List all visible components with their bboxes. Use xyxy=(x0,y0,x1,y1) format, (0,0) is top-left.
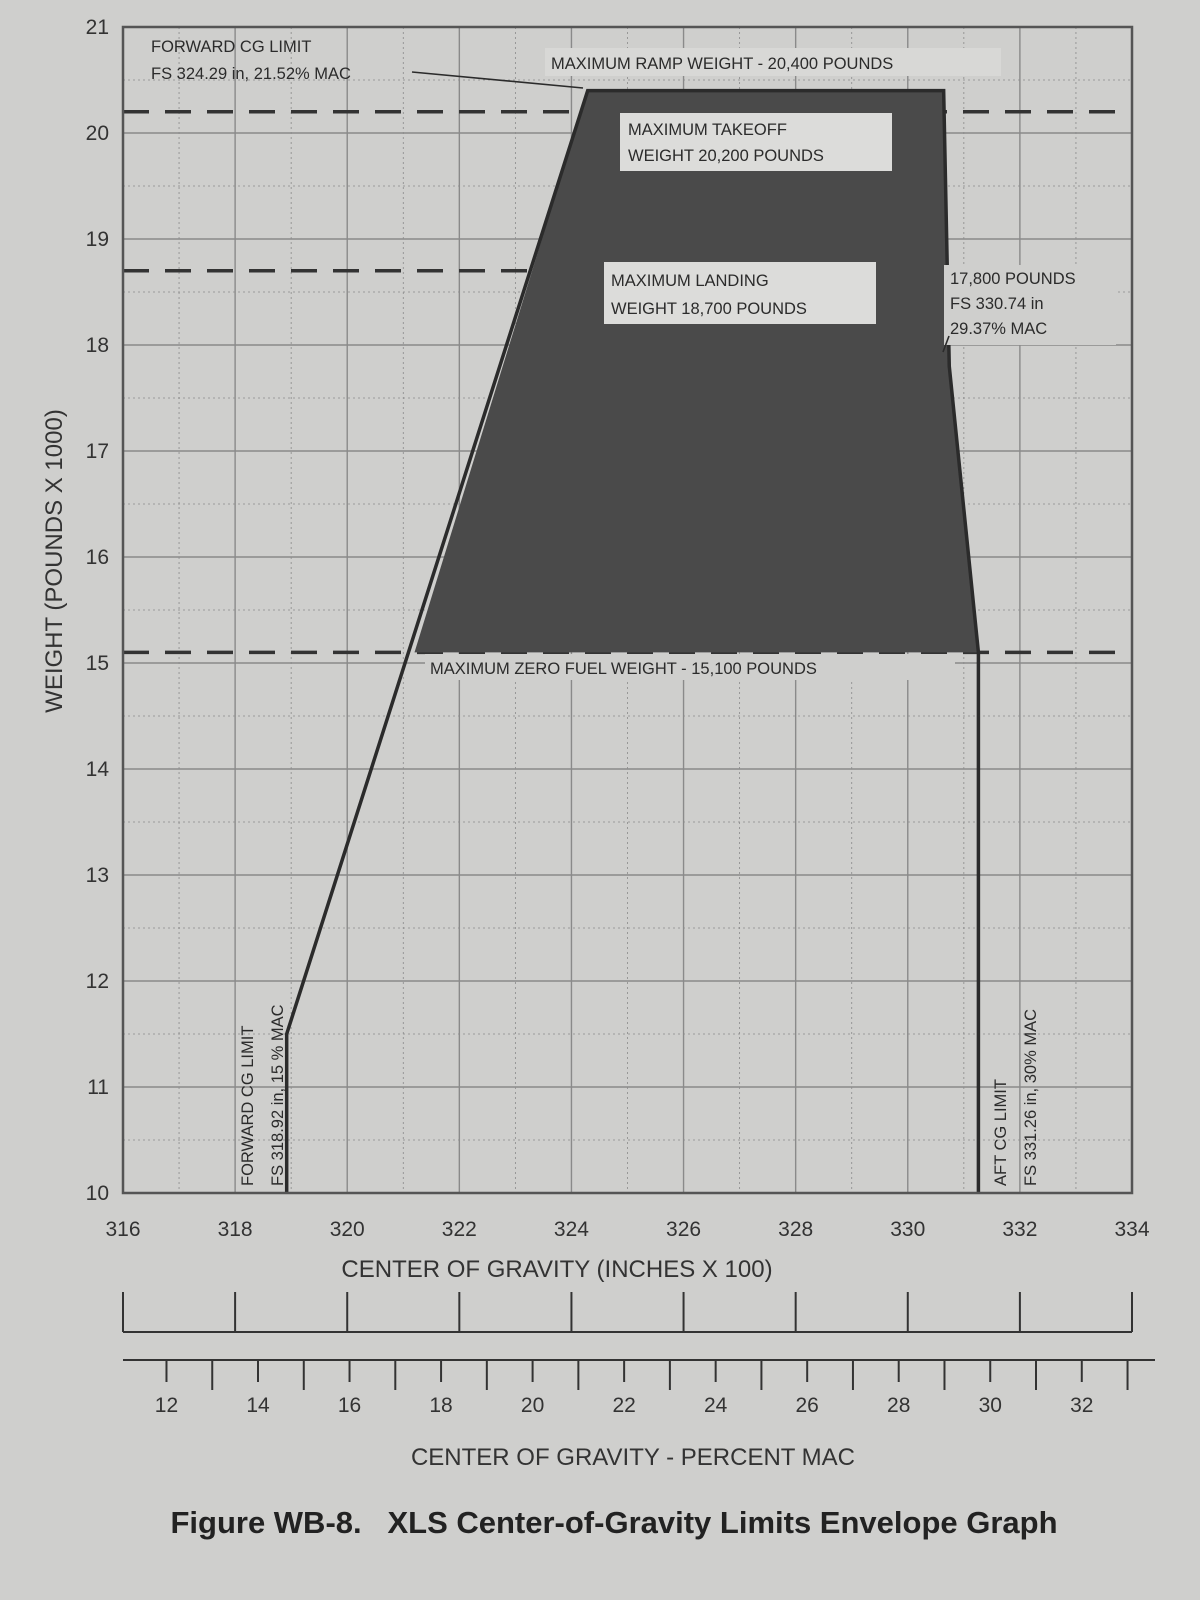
mac-tick-label: 30 xyxy=(979,1394,1002,1417)
aft-point-leader xyxy=(942,335,950,353)
x-tick-label: 330 xyxy=(890,1218,925,1241)
envelope xyxy=(284,88,981,1193)
x-axis-title: CENTER OF GRAVITY (INCHES X 100) xyxy=(341,1256,772,1283)
aft-point-line2: FS 330.74 in xyxy=(950,295,1044,313)
mac-tick-label: 20 xyxy=(521,1394,544,1417)
y-tick-label: 15 xyxy=(86,652,109,675)
shaded-operating-envelope xyxy=(414,90,979,653)
mac-tick-label: 12 xyxy=(155,1394,178,1417)
mac-tick-label: 26 xyxy=(796,1394,819,1417)
y-tick-label: 13 xyxy=(86,864,109,887)
mac-axis-title: CENTER OF GRAVITY - PERCENT MAC xyxy=(411,1444,855,1471)
max-takeoff-line1: MAXIMUM TAKEOFF xyxy=(628,121,787,139)
mac-tick-label: 24 xyxy=(704,1394,728,1417)
y-tick-label: 17 xyxy=(86,440,109,463)
max-zero-fuel-label: MAXIMUM ZERO FUEL WEIGHT - 15,100 POUNDS xyxy=(430,660,817,678)
max-landing-line2: WEIGHT 18,700 POUNDS xyxy=(611,300,807,318)
forward-cg-bottom-line1: FORWARD CG LIMIT xyxy=(239,1026,257,1186)
x-tick-label: 334 xyxy=(1114,1218,1149,1241)
y-tick-label: 12 xyxy=(86,970,109,993)
max-landing-label-bg xyxy=(604,262,876,324)
x-tick-label: 332 xyxy=(1002,1218,1037,1241)
cg-envelope-outline xyxy=(284,88,981,1193)
max-landing-line1: MAXIMUM LANDING xyxy=(611,272,769,290)
zero-fuel-label-bg xyxy=(425,654,955,680)
y-tick-label: 20 xyxy=(86,122,109,145)
y-tick-label: 16 xyxy=(86,546,109,569)
x-tick-label: 324 xyxy=(554,1218,589,1241)
y-tick-label: 14 xyxy=(86,758,110,781)
aft-point-label-bg xyxy=(944,265,1116,345)
forward-cg-top-leader xyxy=(411,71,584,89)
max-ramp-label: MAXIMUM RAMP WEIGHT - 20,400 POUNDS xyxy=(551,55,893,73)
forward-cg-bottom-line2: FS 318.92 in, 15 % MAC xyxy=(269,1004,287,1186)
y-axis-title: WEIGHT (POUNDS X 1000) xyxy=(41,409,68,713)
y-tick-label: 19 xyxy=(86,228,109,251)
forward-cg-top-line1: FORWARD CG LIMIT xyxy=(151,38,311,56)
mac-tick-label: 18 xyxy=(429,1394,452,1417)
plot-frame xyxy=(121,25,1134,1195)
x-tick-label: 318 xyxy=(218,1218,253,1241)
mac-tick-label: 28 xyxy=(887,1394,910,1417)
mac-tick-label: 14 xyxy=(246,1394,270,1417)
mac-tick-label: 32 xyxy=(1070,1394,1093,1417)
x-tick-label: 316 xyxy=(105,1218,140,1241)
plot-frame-border xyxy=(121,25,1134,1195)
x-tick-label: 328 xyxy=(778,1218,813,1241)
aft-cg-limit-line1: AFT CG LIMIT xyxy=(992,1079,1010,1186)
axes: 10 11 12 13 14 15 16 17 18 19 20 21 316 318 320 322 324 3… xyxy=(86,16,1155,1417)
x-tick-label: 320 xyxy=(330,1218,365,1241)
aft-point-line3: 29.37% MAC xyxy=(950,320,1047,338)
forward-cg-top-line2: FS 324.29 in, 21.52% MAC xyxy=(151,65,351,83)
aft-cg-limit-line2: FS 331.26 in, 30% MAC xyxy=(1022,1009,1040,1186)
aft-point-line1: 17,800 POUNDS xyxy=(950,270,1076,288)
mac-tick-label: 16 xyxy=(338,1394,361,1417)
y-tick-label: 10 xyxy=(86,1182,109,1205)
max-takeoff-line2: WEIGHT 20,200 POUNDS xyxy=(628,147,824,165)
figure-caption: Figure WB-8. XLS Center-of-Gravity Limit… xyxy=(170,1505,1057,1540)
mac-tick-label: 22 xyxy=(612,1394,635,1417)
y-tick-label: 18 xyxy=(86,334,109,357)
x-tick-label: 322 xyxy=(442,1218,477,1241)
max-takeoff-label-bg xyxy=(620,113,892,171)
x-tick-label: 326 xyxy=(666,1218,701,1241)
y-tick-label: 11 xyxy=(87,1076,109,1099)
max-ramp-label-bg xyxy=(545,48,1001,76)
y-tick-label: 21 xyxy=(86,16,109,39)
